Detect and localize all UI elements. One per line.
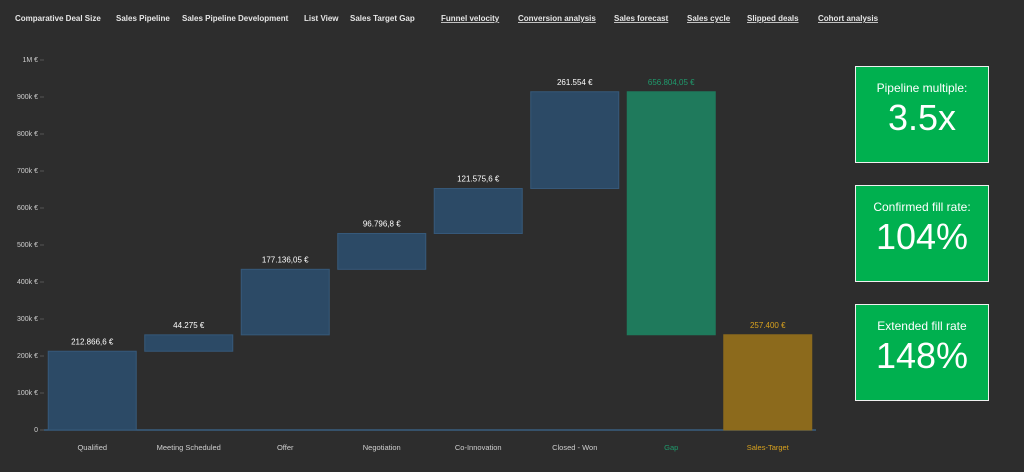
- value-label: 257.400 €: [750, 321, 786, 330]
- y-tick-label: 400k €: [17, 279, 38, 286]
- x-tick-label: Closed - Won: [552, 443, 597, 452]
- nav-tab[interactable]: Sales Pipeline: [116, 14, 170, 23]
- y-tick-label: 300k €: [17, 316, 38, 323]
- value-label: 177.136,05 €: [262, 255, 309, 264]
- bar: [626, 91, 716, 336]
- y-tick-label: 100k €: [17, 390, 38, 397]
- y-tick-label: 900k €: [17, 94, 38, 101]
- kpi-title: Extended fill rate: [877, 319, 967, 333]
- bar: [240, 268, 330, 336]
- nav-tab[interactable]: List View: [304, 14, 339, 23]
- kpi-title: Confirmed fill rate:: [873, 200, 971, 214]
- value-label: 96.796,8 €: [363, 220, 401, 229]
- y-tick-label: 600k €: [17, 205, 38, 212]
- y-tick-label: 800k €: [17, 131, 38, 138]
- value-label: 44.275 €: [173, 321, 205, 330]
- bar: [530, 91, 620, 190]
- x-tick-label: Co-Innovation: [455, 443, 502, 452]
- kpi-value: 3.5x: [887, 97, 957, 138]
- nav-tab[interactable]: Funnel velocity: [441, 14, 500, 23]
- value-label: 656.804,05 €: [648, 78, 695, 87]
- nav-tab[interactable]: Sales Pipeline Development: [182, 14, 289, 23]
- x-tick-label: Meeting Scheduled: [157, 443, 221, 452]
- kpi-card: Confirmed fill rate: 104%: [855, 185, 989, 282]
- x-tick-label: Offer: [277, 443, 294, 452]
- bar: [144, 334, 234, 352]
- kpi-title: Pipeline multiple:: [876, 81, 968, 95]
- nav-tab[interactable]: Cohort analysis: [818, 14, 879, 23]
- x-tick-label: Qualified: [77, 443, 107, 452]
- y-tick-label: 200k €: [17, 353, 38, 360]
- bar: [723, 334, 813, 431]
- nav-tab[interactable]: Slipped deals: [747, 14, 799, 23]
- nav-tab[interactable]: Conversion analysis: [518, 14, 596, 23]
- nav-tab[interactable]: Comparative Deal Size: [15, 14, 101, 23]
- y-tick-label: 0: [34, 427, 38, 434]
- x-tick-label: Sales-Target: [747, 443, 790, 452]
- kpi-card: Extended fill rate 148%: [855, 304, 989, 401]
- nav-tab[interactable]: Sales cycle: [687, 14, 731, 23]
- bar: [337, 233, 427, 270]
- y-tick-label: 1M €: [22, 57, 38, 64]
- value-label: 121.575,6 €: [457, 175, 500, 184]
- y-tick-label: 500k €: [17, 242, 38, 249]
- kpi-value: 104%: [875, 216, 969, 257]
- value-label: 212.866,6 €: [71, 337, 114, 346]
- x-tick-label: Negotiation: [363, 443, 401, 452]
- kpi-card: Pipeline multiple: 3.5x: [855, 66, 989, 163]
- bar: [433, 188, 523, 235]
- kpi-value: 148%: [875, 335, 969, 376]
- x-tick-label: Gap: [664, 443, 678, 452]
- nav-tab[interactable]: Sales forecast: [614, 14, 669, 23]
- value-label: 261.554 €: [557, 78, 593, 87]
- bar: [47, 350, 137, 431]
- nav-tab[interactable]: Sales Target Gap: [350, 14, 415, 23]
- y-tick-label: 700k €: [17, 168, 38, 175]
